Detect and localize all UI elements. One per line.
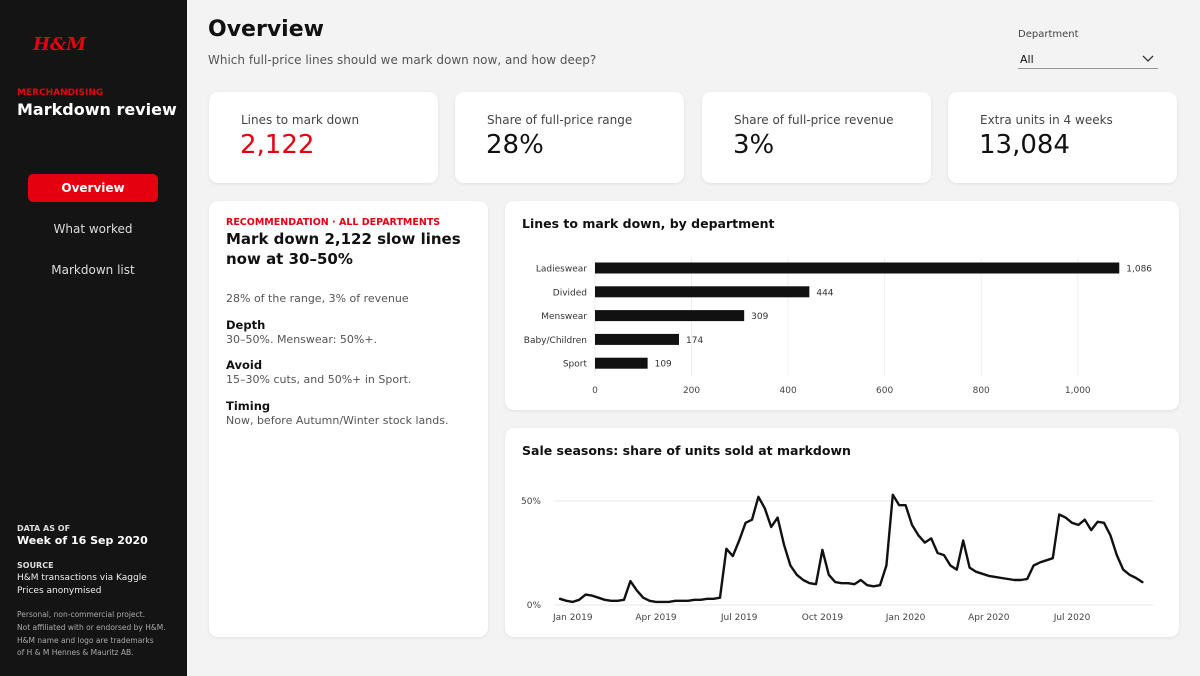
y-tick-label: 0% (527, 601, 542, 611)
sidebar: H&M MERCHANDISING Markdown review Overvi… (0, 0, 187, 676)
kpi-label: Share of full-price revenue (734, 113, 894, 127)
nav-item[interactable]: Markdown list (51, 263, 135, 277)
x-tick-label: 200 (683, 386, 700, 396)
nav-item[interactable]: Overview (28, 174, 158, 202)
recommendation-card: RECOMMENDATION · ALL DEPARTMENTS Mark do… (209, 201, 488, 637)
data-label: 444 (816, 288, 833, 298)
line (558, 493, 1144, 604)
bar (595, 262, 1120, 274)
section-text: 30–50%. Menswear: 50%+. (226, 333, 378, 346)
chart-card (505, 201, 1179, 410)
x-tick-label: Jul 2020 (1053, 613, 1091, 623)
kicker: RECOMMENDATION · ALL DEPARTMENTS (226, 217, 441, 228)
x-tick-label: 0 (592, 386, 598, 396)
logo: H&M (33, 34, 87, 55)
section-label: MERCHANDISING (17, 88, 104, 98)
page-subtitle: Which full-price lines should we mark do… (208, 53, 597, 67)
section-heading: Avoid (226, 358, 263, 372)
x-tick-label: 400 (780, 386, 797, 396)
note: of H & M Hennes & Mauritz AB. (17, 648, 134, 657)
note: H&M name and logo are trademarks (17, 636, 154, 645)
meta-value: Prices anonymised (17, 586, 102, 596)
kpi-label: Share of full-price range (487, 113, 633, 127)
kpi-value: 13,084 (979, 130, 1070, 160)
x-tick-label: Jul 2019 (720, 613, 758, 623)
app-title: Markdown review (17, 100, 177, 119)
y-tick-label: Ladieswear (536, 265, 587, 275)
x-tick-label: 800 (973, 386, 990, 396)
section-heading: Timing (226, 399, 271, 413)
section-heading: Depth (226, 318, 266, 332)
data-label: 109 (655, 360, 672, 370)
page-title: Overview (208, 17, 324, 42)
filter-label: Department (1018, 29, 1079, 40)
kpi-value: 28% (486, 130, 544, 160)
bar (595, 357, 648, 369)
section-text: 15–30% cuts, and 50%+ in Sport. (226, 373, 412, 386)
kpi-value: 3% (733, 130, 775, 160)
data-label: 174 (686, 336, 703, 346)
kpi-label: Extra units in 4 weeks (980, 113, 1113, 127)
kpi-card: Extra units in 4 weeks 13,084 (948, 92, 1177, 183)
meta-label: SOURCE (17, 561, 54, 570)
note: Not affiliated with or endorsed by H&M. (17, 623, 166, 632)
filter-dropdown[interactable]: All (1018, 51, 1158, 69)
filter-value: All (1020, 53, 1034, 66)
summary: 28% of the range, 3% of revenue (226, 292, 409, 305)
chevron (1142, 55, 1154, 62)
kpi-card: Share of full-price revenue 3% (702, 92, 931, 183)
chart-title: Lines to mark down, by department (522, 216, 775, 231)
nav-item[interactable]: What worked (53, 222, 133, 236)
x-tick-label: Jan 2020 (885, 613, 926, 623)
x-tick-label: Apr 2019 (635, 613, 677, 623)
y-tick-label: Sport (563, 360, 588, 370)
bar (595, 333, 679, 345)
kpi-card: Lines to mark down 2,122 (209, 92, 438, 183)
y-tick-label: Baby/Children (524, 336, 587, 346)
chart-title: Sale seasons: share of units sold at mar… (522, 443, 851, 458)
meta-value: Week of 16 Sep 2020 (17, 534, 148, 547)
y-tick-label: Divided (553, 288, 587, 298)
headline: Mark down 2,122 slow lines now at 30–50% (226, 230, 461, 268)
data-label: 1,086 (1126, 265, 1152, 275)
x-tick-label: Jan 2019 (552, 613, 593, 623)
note: Personal, non-commercial project. (17, 610, 145, 619)
x-tick-label: Oct 2019 (802, 613, 844, 623)
chart-card (505, 428, 1179, 637)
y-tick-label: 50% (521, 497, 541, 507)
x-tick-label: Apr 2020 (968, 613, 1010, 623)
kpi-value: 2,122 (240, 130, 315, 160)
section-text: Now, before Autumn/Winter stock lands. (226, 414, 449, 427)
y-tick-label: Menswear (541, 312, 587, 322)
bar (595, 310, 745, 322)
x-tick-label: 1,000 (1065, 386, 1091, 396)
meta-value: H&M transactions via Kaggle (17, 573, 147, 583)
data-label: 309 (751, 312, 768, 322)
kpi-label: Lines to mark down (241, 113, 360, 127)
kpi-card: Share of full-price range 28% (455, 92, 684, 183)
meta-label: DATA AS OF (17, 524, 71, 533)
x-tick-label: 600 (876, 386, 893, 396)
bar (595, 286, 810, 298)
